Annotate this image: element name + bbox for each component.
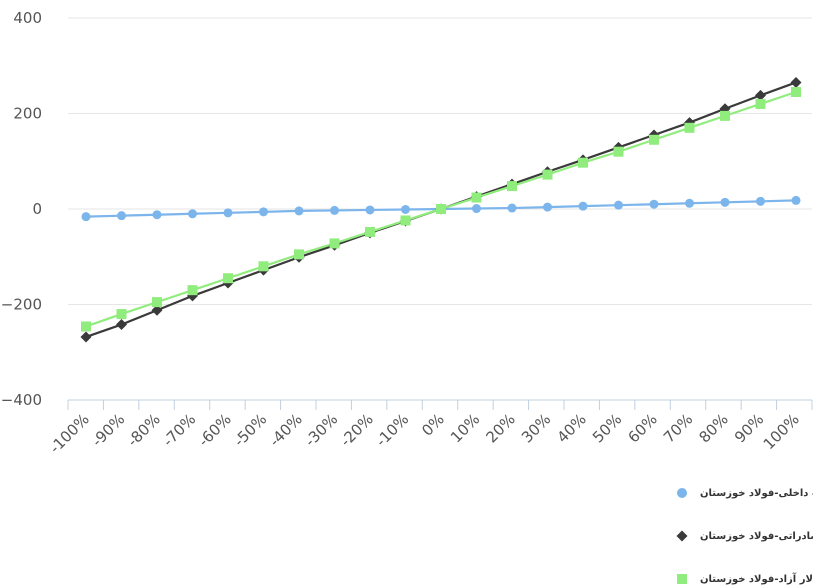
data-point-s2 bbox=[294, 249, 304, 260]
data-point-s2 bbox=[81, 321, 91, 332]
x-tick-label: 100% bbox=[760, 410, 803, 453]
data-point-s0 bbox=[81, 212, 91, 222]
data-point-s1 bbox=[790, 76, 802, 88]
data-point-s2 bbox=[152, 297, 162, 308]
x-tick-label: 0% bbox=[418, 410, 448, 440]
x-tick-label: -40% bbox=[266, 410, 306, 450]
data-point-s0 bbox=[472, 204, 481, 214]
y-axis: −400 −200 0 200 400 bbox=[1, 9, 42, 409]
legend-symbol bbox=[677, 574, 687, 584]
data-point-s2 bbox=[542, 169, 553, 180]
data-point-s2 bbox=[755, 98, 766, 109]
x-tick-label: -80% bbox=[124, 410, 164, 450]
data-point-s2 bbox=[684, 122, 695, 133]
data-point-s0 bbox=[365, 205, 375, 215]
data-point-s0 bbox=[330, 205, 339, 215]
data-point-s2 bbox=[329, 238, 340, 249]
data-point-s2 bbox=[400, 215, 411, 226]
data-point-s0 bbox=[152, 210, 162, 220]
legend-label: نرخ محصولات صادراتی-فولاد خوزستان bbox=[700, 531, 813, 542]
data-point-s1 bbox=[116, 319, 127, 331]
data-point-s0 bbox=[578, 201, 588, 211]
y-tick-label: 400 bbox=[13, 9, 42, 27]
data-point-s0 bbox=[614, 200, 623, 210]
data-point-s0 bbox=[507, 203, 517, 213]
x-tick-label: -60% bbox=[195, 410, 235, 450]
data-point-s0 bbox=[401, 204, 410, 214]
legend-symbol bbox=[676, 530, 688, 542]
legend-label: نرخ فروش بلوم و بیلت داخلی-فولاد خوزستان bbox=[700, 488, 813, 499]
x-axis: -100%-90%-80%-70%-60%-50%-40%-30%-20%-10… bbox=[46, 399, 813, 457]
x-tick-label: -50% bbox=[230, 410, 270, 450]
data-point-s2 bbox=[471, 192, 482, 203]
data-point-s0 bbox=[188, 209, 197, 219]
data-point-s0 bbox=[543, 202, 552, 212]
data-point-s2 bbox=[791, 87, 801, 98]
y-tick-label: −200 bbox=[1, 296, 42, 314]
data-point-s2 bbox=[720, 110, 730, 121]
data-point-s2 bbox=[258, 261, 269, 272]
gridlines bbox=[68, 17, 812, 305]
x-tick-label: -20% bbox=[337, 410, 377, 450]
data-point-s2 bbox=[187, 285, 198, 296]
data-point-s0 bbox=[649, 199, 659, 209]
data-point-s2 bbox=[365, 226, 375, 237]
data-point-s0 bbox=[791, 195, 801, 205]
data-point-s0 bbox=[117, 211, 126, 221]
legend-item: نرخ فروش بلوم و بیلت داخلی-فولاد خوزستان bbox=[677, 488, 813, 499]
y-tick-label: 0 bbox=[32, 200, 42, 218]
data-point-s0 bbox=[259, 207, 268, 217]
x-tick-label: -30% bbox=[301, 410, 341, 450]
data-point-s0 bbox=[294, 206, 304, 216]
x-tick-label: -70% bbox=[159, 410, 199, 450]
x-tick-label: -90% bbox=[88, 410, 128, 450]
x-tick-label: 30% bbox=[518, 410, 554, 446]
data-point-s0 bbox=[756, 196, 765, 206]
x-tick-label: 50% bbox=[589, 410, 625, 446]
x-tick-label: 60% bbox=[625, 410, 661, 446]
series-markers bbox=[80, 76, 802, 343]
data-point-s2 bbox=[436, 204, 446, 214]
legend-label: دلار آزاد-فولاد خوزستان bbox=[700, 572, 813, 585]
legend-item: نرخ محصولات صادراتی-فولاد خوزستان bbox=[676, 530, 813, 542]
legend-item: دلار آزاد-فولاد خوزستان bbox=[677, 572, 813, 585]
legend: نرخ فروش بلوم و بیلت داخلی-فولاد خوزستان… bbox=[676, 488, 813, 585]
x-tick-label: 20% bbox=[483, 410, 519, 446]
data-point-s1 bbox=[755, 89, 766, 101]
y-tick-label: −400 bbox=[1, 391, 42, 409]
data-point-s2 bbox=[116, 309, 127, 320]
data-point-s0 bbox=[720, 197, 730, 207]
data-point-s2 bbox=[507, 181, 517, 192]
data-point-s0 bbox=[223, 208, 233, 218]
x-tick-label: -100% bbox=[46, 410, 93, 457]
data-point-s2 bbox=[613, 146, 624, 157]
data-point-s1 bbox=[151, 304, 163, 316]
x-tick-label: 10% bbox=[447, 410, 483, 446]
x-tick-label: 70% bbox=[660, 410, 696, 446]
data-point-s0 bbox=[685, 198, 694, 208]
data-point-s2 bbox=[649, 134, 659, 145]
data-point-s1 bbox=[80, 331, 92, 343]
legend-symbol bbox=[677, 488, 687, 498]
data-point-s2 bbox=[578, 157, 588, 168]
x-tick-label: 40% bbox=[554, 410, 590, 446]
data-point-s2 bbox=[223, 273, 233, 284]
y-tick-label: 200 bbox=[13, 105, 42, 123]
x-tick-label: -10% bbox=[372, 410, 412, 450]
x-tick-label: 80% bbox=[696, 410, 732, 446]
